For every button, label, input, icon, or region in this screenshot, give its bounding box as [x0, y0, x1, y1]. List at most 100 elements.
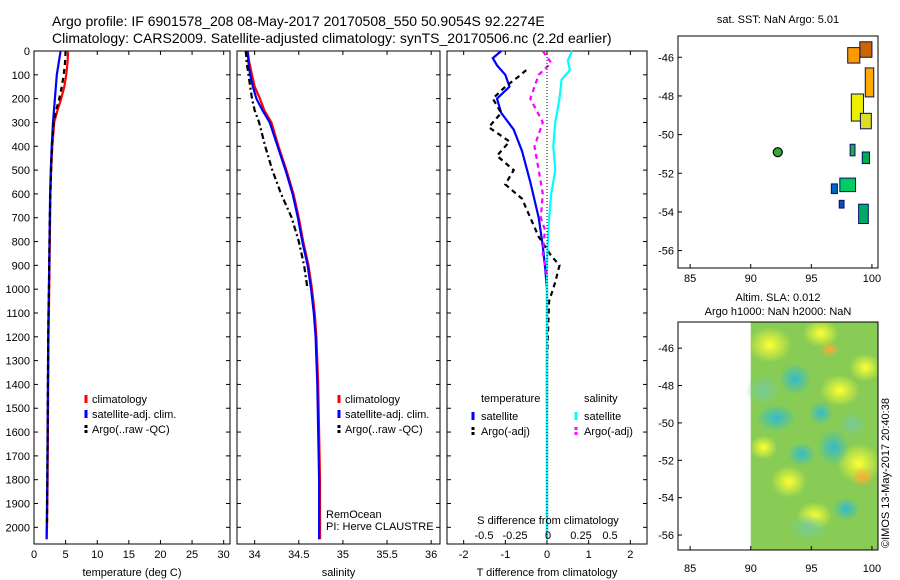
sla-blob	[779, 363, 812, 395]
x-tick-label: 35.5	[376, 549, 397, 561]
x-tick-label: -2	[459, 549, 469, 561]
y-tick-label: -50	[658, 130, 674, 142]
sst-patch	[859, 41, 873, 58]
y-tick-label: 1700	[6, 451, 30, 463]
sst-patch	[830, 183, 838, 195]
legend-label: satellite-adj. clim.	[92, 409, 176, 421]
y-tick-label: -46	[658, 52, 674, 64]
x-tick-label: 1	[586, 549, 592, 561]
sla-blob	[819, 374, 860, 407]
x-tick-label: 25	[186, 549, 198, 561]
y-tick-label: 800	[12, 237, 30, 249]
sst-patch	[858, 203, 869, 225]
legend-group-title: temperature	[481, 393, 540, 405]
sla-blob	[850, 467, 875, 488]
top-x-tick-label: 0.25	[570, 530, 591, 542]
sla-blob	[756, 403, 797, 432]
y-tick-label: 1600	[6, 427, 30, 439]
sst-patch	[849, 143, 856, 157]
top-x-axis-label: S difference from climatology	[477, 515, 619, 527]
x-tick-label: 0	[544, 549, 550, 561]
y-tick-label: -56	[658, 530, 674, 542]
plot-frame	[677, 321, 879, 551]
plot-frame	[236, 50, 441, 545]
x-tick-label: 90	[745, 563, 757, 575]
legend-label: satellite-adj. clim.	[345, 409, 429, 421]
y-tick-label: 500	[12, 165, 30, 177]
series-line-temperature-argo-adj-	[487, 69, 561, 409]
diff-profile-panel: -2 -1 0 1 2 T difference from climatology S di…	[446, 50, 648, 579]
map-title: Altim. SLA: 0.012	[736, 292, 821, 304]
y-tick-label: 0	[24, 46, 30, 58]
series-line-salinity-argo-adj-	[529, 50, 553, 278]
figure-title-line2: Climatology: CARS2009. Satellite-adjuste…	[52, 30, 612, 46]
x-tick-label: -1	[500, 549, 510, 561]
sla-blob	[817, 429, 850, 466]
sst-patch	[838, 199, 845, 209]
y-tick-label: 1300	[6, 356, 30, 368]
map-subtitle: Argo h1000: NaN h2000: NaN	[705, 306, 852, 318]
y-tick-label: 2000	[6, 522, 30, 534]
series-line-argo-raw-qc-	[45, 50, 67, 528]
panel-annotation: PI: Herve CLAUSTRE	[326, 521, 434, 533]
y-tick-label: -50	[658, 418, 674, 430]
sla-field	[745, 319, 882, 550]
y-tick-label: 700	[12, 213, 30, 225]
x-axis-label: T difference from climatology	[477, 567, 618, 579]
y-tick-label: 1900	[6, 499, 30, 511]
legend-label: climatology	[92, 394, 148, 406]
temp-profile-panel: 0 5 10 15 20 25 300100200300400500600700800900…	[6, 46, 231, 579]
y-tick-label: 900	[12, 260, 30, 272]
y-tick-label: -46	[658, 343, 674, 355]
legend-label: satellite	[481, 411, 518, 423]
plot-frame	[677, 35, 879, 269]
y-tick-label: 100	[12, 70, 30, 82]
x-tick-label: 36	[425, 549, 437, 561]
x-tick-label: 34	[249, 549, 261, 561]
y-tick-label: -52	[658, 168, 674, 180]
x-tick-label: 15	[123, 549, 135, 561]
sal-profile-panel: 34 34.5 35 35.5 36 salinity climatology satelli…	[236, 50, 441, 579]
top-x-tick-label: -0.25	[502, 530, 527, 542]
sla-blob	[787, 442, 816, 467]
sla-blob	[745, 374, 782, 407]
sla-blob	[819, 341, 840, 358]
x-tick-label: 90	[745, 273, 757, 285]
y-tick-label: 1200	[6, 332, 30, 344]
y-tick-label: 300	[12, 117, 30, 129]
x-tick-label: 10	[91, 549, 103, 561]
series-line-satellite-adj-clim-	[246, 50, 321, 540]
x-tick-label: 35	[337, 549, 349, 561]
sst-patch	[839, 177, 857, 193]
y-tick-label: 400	[12, 141, 30, 153]
x-tick-label: 2	[627, 549, 633, 561]
x-tick-label: 5	[63, 549, 69, 561]
sla-blob	[802, 319, 839, 348]
sst-patch	[864, 67, 875, 98]
x-tick-label: 100	[863, 563, 881, 575]
y-tick-label: 1800	[6, 475, 30, 487]
legend-label: Argo(-adj)	[481, 426, 530, 438]
top-x-tick-label: -0.5	[475, 530, 494, 542]
sla-blob	[832, 496, 861, 521]
x-tick-label: 85	[684, 273, 696, 285]
y-tick-label: 1100	[6, 308, 30, 320]
y-tick-label: 1400	[6, 379, 30, 391]
panel-annotation: RemOcean	[326, 509, 382, 521]
plot-frame	[33, 50, 231, 545]
sst-patch	[859, 112, 872, 130]
argo-position-marker	[772, 147, 783, 158]
y-tick-label: 200	[12, 94, 30, 106]
map-title: sat. SST: NaN Argo: 5.01	[717, 14, 839, 26]
sst-patch	[847, 47, 861, 64]
x-tick-label: 95	[805, 563, 817, 575]
top-x-tick-label: 0	[545, 530, 551, 542]
sst-patch	[861, 151, 871, 165]
legend-label: Argo(-adj)	[584, 426, 633, 438]
sla-blob	[788, 513, 828, 542]
legend-group-title: salinity	[584, 393, 618, 405]
sla-blob	[770, 465, 807, 498]
x-tick-label: 100	[863, 273, 881, 285]
series-line-argo-raw-qc-	[244, 50, 309, 290]
